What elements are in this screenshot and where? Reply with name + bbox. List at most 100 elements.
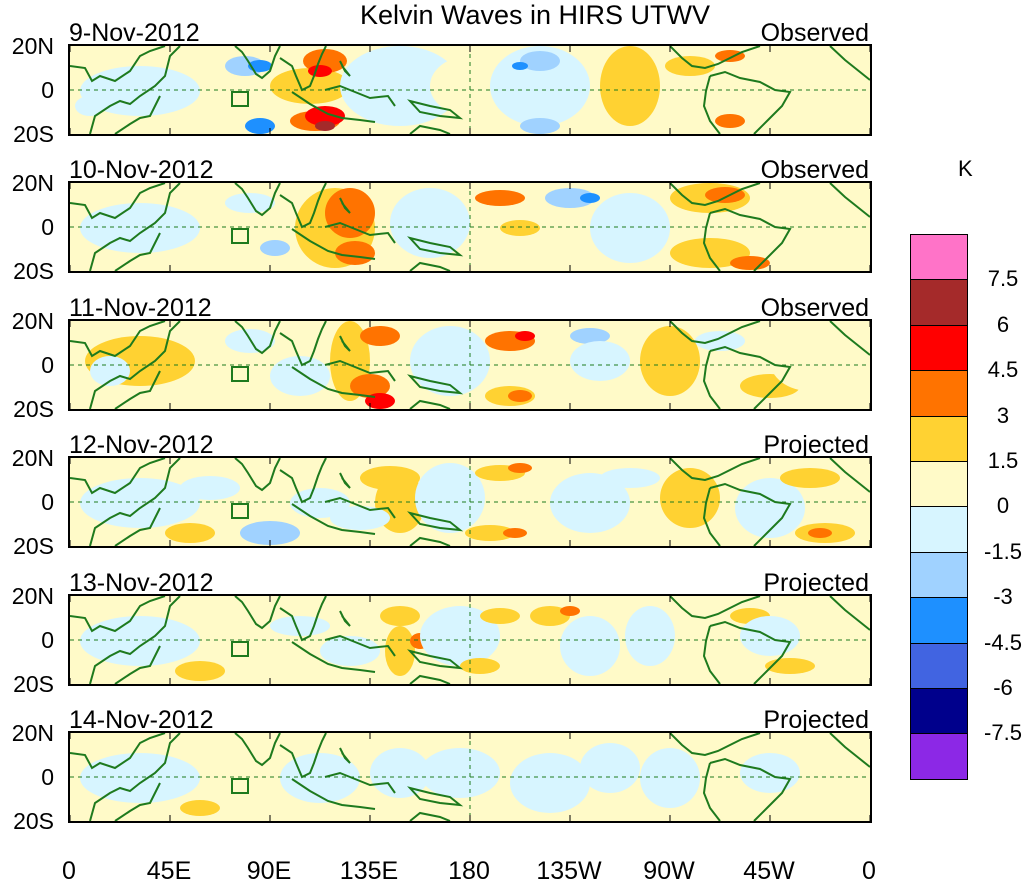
colorbar-label: -7.5: [984, 720, 1022, 746]
panel-date-label: 11-Nov-2012: [69, 293, 212, 322]
colorbar-swatch: [910, 415, 968, 462]
anomaly-contour: [280, 753, 360, 803]
anomaly-contour: [330, 506, 390, 531]
coastline: [407, 374, 464, 395]
latitude-label: 20S: [13, 533, 54, 560]
coastline: [234, 46, 281, 80]
anomaly-contour: [520, 118, 560, 134]
coastline: [291, 228, 376, 261]
coastline: [291, 365, 376, 398]
coastline: [829, 183, 870, 219]
latitude-label: 20S: [13, 670, 54, 697]
coastline: [669, 733, 761, 757]
anomaly-contour: [335, 241, 375, 266]
anomaly-contour: [750, 56, 830, 116]
anomaly-contour: [508, 463, 532, 474]
panel-status-label: Projected: [763, 431, 869, 460]
coastline: [291, 640, 376, 673]
coastline: [669, 46, 761, 70]
anomaly-contour: [180, 800, 220, 816]
coastline: [70, 733, 166, 770]
anomaly-field: [70, 733, 870, 821]
map-plot-area: [68, 731, 872, 823]
anomaly-contour: [640, 748, 700, 808]
anomaly-contour: [600, 46, 660, 126]
map-panel: 10-Nov-2012 Observed 20N 0 20S: [0, 157, 900, 295]
reference-box: [231, 778, 249, 794]
latitude-label: 20N: [11, 582, 54, 609]
map-plot-area: [68, 318, 872, 411]
coastline: [407, 99, 464, 120]
coastline: [234, 595, 281, 629]
coastline: [279, 733, 327, 779]
coastline: [114, 645, 161, 684]
anomaly-contour: [245, 118, 275, 134]
anomaly-contour: [512, 62, 528, 70]
anomaly-contour: [360, 325, 400, 346]
longitude-label: 90E: [246, 857, 292, 885]
anomaly-contour: [808, 528, 832, 539]
coastline: [702, 75, 721, 134]
coastline: [669, 458, 761, 482]
colorbar-swatch: [910, 279, 968, 326]
coastline: [114, 370, 161, 409]
coastline: [407, 511, 464, 532]
coastline: [669, 595, 761, 619]
anomaly-contour: [175, 660, 225, 681]
coastline: [234, 320, 281, 355]
latitude-label: 20N: [11, 33, 54, 59]
coastline: [89, 320, 181, 409]
colorbar-swatch: [910, 551, 968, 599]
anomaly-contour: [670, 238, 750, 269]
colorbar-label: -6: [993, 675, 1013, 700]
coastline: [324, 359, 396, 382]
map-plot-area: [68, 593, 872, 686]
latitude-label: 0: [41, 214, 54, 241]
colorbar-label: 6: [996, 311, 1010, 337]
coastline: [279, 320, 327, 367]
coastline: [324, 497, 396, 519]
coastline: [702, 487, 721, 547]
coastline: [409, 537, 451, 547]
anomaly-contour: [640, 325, 700, 396]
coastline: [89, 595, 181, 684]
coastline: [409, 262, 451, 272]
anomaly-contour: [420, 605, 500, 666]
colorbar-swatch: [910, 506, 968, 553]
anomaly-contour: [560, 615, 620, 676]
latitude-label: 20S: [13, 395, 54, 422]
anomaly-contour: [390, 188, 470, 259]
coastline: [234, 183, 281, 217]
anomaly-contour: [385, 625, 415, 676]
coastline: [279, 183, 327, 229]
coastline: [114, 232, 161, 272]
anomaly-contour: [740, 615, 800, 656]
anomaly-contour: [305, 106, 345, 126]
coastline: [234, 733, 281, 767]
longitude-label: 135W: [536, 857, 602, 885]
panel-date-label: 13-Nov-2012: [69, 568, 214, 597]
coastline: [669, 320, 761, 344]
coastline: [324, 771, 396, 794]
anomaly-contour: [770, 330, 850, 391]
reference-box: [231, 365, 249, 382]
coastline: [89, 183, 181, 272]
anomaly-contour: [75, 96, 105, 116]
anomaly-contour: [550, 473, 630, 534]
coastline: [339, 60, 351, 77]
coastline: [324, 84, 396, 107]
panel-status-label: Observed: [760, 19, 869, 47]
coastline: [291, 778, 376, 810]
coastline: [339, 610, 351, 627]
coastline: [89, 46, 181, 134]
coastline: [702, 350, 721, 409]
anomaly-contour: [508, 389, 532, 402]
anomaly-contour: [290, 488, 350, 519]
panel-date-label: 9-Nov-2012: [69, 19, 200, 47]
colorbar-swatch: [910, 597, 968, 644]
coastline: [407, 786, 464, 807]
anomaly-contour: [90, 355, 130, 386]
coastline: [829, 46, 870, 81]
latitude-label: 20S: [13, 258, 54, 285]
anomaly-contour: [580, 743, 640, 793]
